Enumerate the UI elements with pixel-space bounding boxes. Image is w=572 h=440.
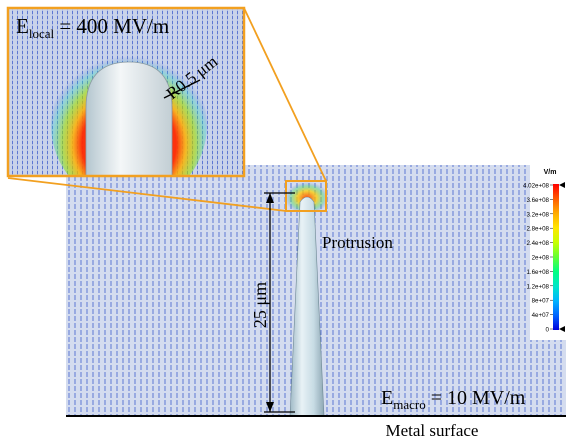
colorbar-gradient xyxy=(553,184,559,330)
colorbar-tick-label: 8e+07 xyxy=(532,298,550,305)
colorbar-unit: V/m xyxy=(544,169,557,176)
inset-panel: R0.5 μm Elocal = 400 MV/m xyxy=(6,6,246,178)
colorbar-tick-label: 1.2e+08 xyxy=(526,283,549,290)
colorbar-tick-label: 3.2e+08 xyxy=(526,211,549,218)
colorbar-tick-label: 2.8e+08 xyxy=(526,226,549,233)
colorbar-tick-label: 3.6e+08 xyxy=(526,197,549,204)
height-dimension: 25 μm xyxy=(250,192,295,413)
colorbar-tick-label: 2.4e+08 xyxy=(526,240,549,247)
radius-marker xyxy=(163,79,201,99)
colorbar-tick-label: 4e+07 xyxy=(532,312,550,319)
protrusion-label: Protrusion xyxy=(322,233,393,252)
e-local-label: Elocal = 400 MV/m xyxy=(16,14,169,41)
colorbar-ticks: 4.02e+08 3.6e+08 3.2e+08 2.8e+08 2.4e+08 2e+0… xyxy=(523,182,565,334)
zoom-leader-left xyxy=(7,177,287,212)
colorbar-min-marker xyxy=(559,326,565,332)
zoom-leader-right xyxy=(243,7,327,182)
inset-frame xyxy=(6,6,246,178)
colorbar-tick-label: 2e+08 xyxy=(532,255,550,262)
colorbar-tick-label: 4.02e+08 xyxy=(523,183,550,190)
metal-surface-label: Metal surface xyxy=(386,421,479,440)
simulation-domain xyxy=(66,165,566,417)
protrusion-body xyxy=(289,196,325,417)
height-label: 25 μm xyxy=(250,282,270,328)
colorbar-tick-label: 1.6e+08 xyxy=(526,269,549,276)
colorbar-tick-label: 0 xyxy=(546,327,550,334)
zoom-indicator xyxy=(7,7,327,212)
zoom-box xyxy=(285,180,327,212)
e-macro-label: Emacro = 10 MV/m xyxy=(381,387,526,412)
colorbar: V/m 4.02e+08 3.6e+08 3.2e+08 2.8e+08 2.4e+08… xyxy=(523,162,570,340)
colorbar-max-marker xyxy=(559,182,565,188)
inset-tip xyxy=(85,61,173,176)
